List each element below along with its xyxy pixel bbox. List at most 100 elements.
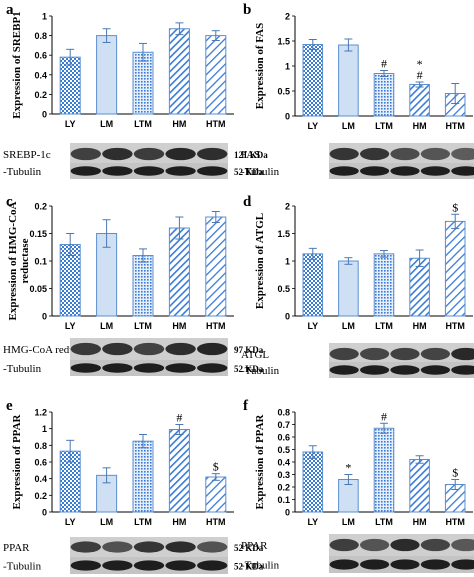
blot-band-protein bbox=[102, 342, 133, 356]
blot-band-control bbox=[329, 559, 359, 570]
y-tick-label: 0.2 bbox=[34, 202, 47, 212]
y-tick-label: 0.05 bbox=[29, 284, 47, 294]
blot-protein-label: FAS bbox=[241, 149, 260, 161]
blot-band-control bbox=[420, 166, 450, 176]
blot-band-protein bbox=[329, 538, 359, 552]
blot-protein-kda: 52 KDa bbox=[234, 543, 264, 553]
y-tick-label: 0.4 bbox=[277, 458, 290, 468]
y-axis-label: Expression of FAS bbox=[254, 23, 266, 109]
blot-band-control bbox=[70, 363, 101, 373]
blot-band-control bbox=[360, 166, 390, 176]
significance-marker: * bbox=[345, 461, 351, 475]
blot-band-control bbox=[102, 560, 133, 571]
y-tick-label: 0.5 bbox=[277, 284, 290, 294]
blot-band-protein bbox=[197, 147, 228, 161]
blot-band-control bbox=[197, 560, 228, 571]
x-tick-label: LM bbox=[342, 121, 355, 131]
blot-band-control bbox=[360, 365, 390, 375]
bar-lm bbox=[338, 44, 359, 117]
blot-band-protein bbox=[390, 347, 420, 361]
blot-band-control bbox=[420, 365, 450, 375]
blot-band-protein bbox=[197, 342, 228, 356]
y-tick-label: 0.5 bbox=[277, 445, 290, 455]
y-axis-label-line: Expression of PPAR bbox=[11, 413, 23, 509]
blot-band-protein bbox=[360, 147, 390, 161]
y-tick-label: 0.8 bbox=[277, 408, 290, 418]
panel-f: f Expression of PPAR 0 0.1 0.2 0.3 0.4 0.5 0.6 0.… bbox=[241, 398, 474, 573]
blot-band-protein bbox=[329, 147, 359, 161]
blot-band-protein bbox=[102, 147, 133, 161]
y-tick-label: 2 bbox=[285, 12, 290, 22]
x-tick-label: LTM bbox=[134, 321, 152, 331]
blot-band-control bbox=[165, 166, 196, 176]
y-tick-label: 0.2 bbox=[34, 491, 47, 501]
bar-ltm bbox=[373, 73, 395, 117]
y-tick-label: 0.3 bbox=[277, 470, 290, 480]
blot-protein-kda: 121 KDa bbox=[234, 150, 268, 160]
y-tick-label: 0.1 bbox=[277, 495, 290, 505]
y-tick-label: 1 bbox=[285, 257, 290, 267]
x-tick-label: HM bbox=[172, 517, 186, 527]
bar-lm bbox=[338, 260, 359, 317]
bar-ly bbox=[302, 253, 324, 317]
blot-band-control bbox=[102, 363, 133, 373]
x-tick-label: LTM bbox=[375, 321, 393, 331]
x-tick-label: LTM bbox=[375, 121, 393, 131]
blot-band-control bbox=[165, 560, 196, 571]
x-tick-label: HTM bbox=[206, 321, 226, 331]
blot-band-protein bbox=[70, 541, 101, 553]
significance-marker: $ bbox=[213, 460, 219, 474]
blot-control-label: -Tubulin bbox=[241, 560, 280, 572]
blot-protein-label: SREBP-1c bbox=[3, 149, 51, 161]
blot-control-kda: 52 KDa bbox=[234, 562, 264, 572]
x-tick-label: LY bbox=[65, 517, 76, 527]
blot-band-protein bbox=[420, 538, 450, 552]
bar-ly bbox=[302, 451, 324, 513]
blot-control-label: -Tubulin bbox=[3, 363, 42, 375]
panel-letter: b bbox=[243, 2, 251, 18]
blot-band-control bbox=[70, 166, 101, 176]
y-tick-label: 0.6 bbox=[277, 433, 290, 443]
x-tick-label: LM bbox=[342, 321, 355, 331]
blot-band-control bbox=[451, 365, 474, 375]
blot-protein-kda: 97 KDa bbox=[234, 345, 264, 355]
y-tick-label: 1 bbox=[285, 62, 290, 72]
significance-marker: $ bbox=[452, 466, 458, 480]
x-tick-label: LM bbox=[342, 517, 355, 527]
blot-band-control bbox=[133, 166, 165, 176]
blot-band-protein bbox=[70, 342, 101, 356]
blot-band-protein bbox=[102, 541, 133, 553]
blot-band-control bbox=[329, 365, 359, 375]
x-tick-label: LY bbox=[307, 121, 318, 131]
x-tick-label: HM bbox=[413, 517, 427, 527]
y-tick-label: 1.2 bbox=[34, 408, 47, 418]
blot-control-label: -Tubulin bbox=[3, 561, 42, 573]
blot-band-protein bbox=[165, 147, 196, 161]
bar-hm bbox=[409, 459, 430, 513]
blot-band-control bbox=[390, 365, 420, 375]
blot-band-protein bbox=[329, 347, 359, 361]
significance-marker: # bbox=[381, 409, 387, 423]
blot-band-protein bbox=[360, 538, 390, 552]
y-tick-label: 0.7 bbox=[277, 420, 290, 430]
bar-ltm bbox=[373, 427, 395, 513]
blot-band-control bbox=[70, 560, 101, 571]
blot-protein-label: PPAR bbox=[3, 542, 30, 554]
blot-band-protein bbox=[165, 342, 196, 356]
blot-control-label: -Tubulin bbox=[241, 365, 280, 377]
bar-htm bbox=[205, 35, 227, 115]
y-tick-label: 0.8 bbox=[34, 441, 47, 451]
y-axis-label: Expression of PPAR bbox=[11, 413, 23, 509]
x-tick-label: LTM bbox=[134, 119, 152, 129]
bar-ltm bbox=[373, 253, 395, 317]
blot-band-protein bbox=[451, 347, 474, 361]
panel-letter: e bbox=[6, 398, 13, 414]
y-axis-label-line: Expression of HMG-CoA bbox=[7, 201, 19, 320]
blot-band-control bbox=[360, 559, 390, 570]
significance-marker: # bbox=[381, 57, 387, 71]
